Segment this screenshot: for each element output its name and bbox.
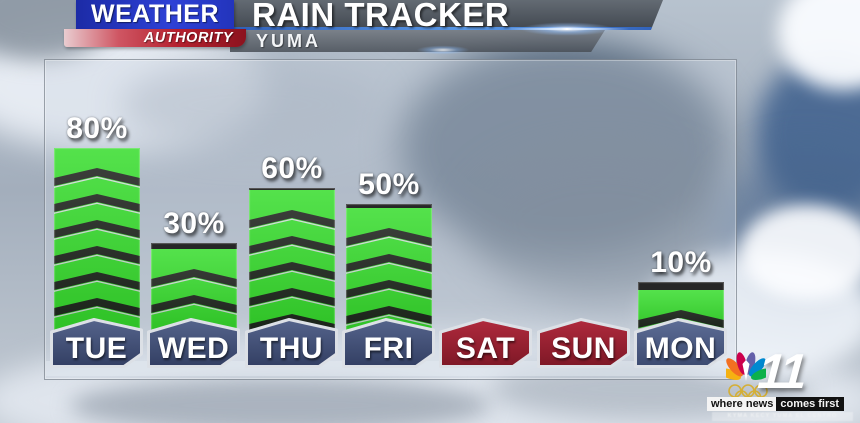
- lens-flare: [505, 20, 629, 38]
- rain-percent-wed: 30%: [163, 207, 225, 240]
- day-label-tue: TUE: [65, 332, 128, 365]
- logo-weather-box: WEATHER: [76, 0, 234, 29]
- tagline-left: where news: [707, 397, 777, 411]
- day-tile-mon: [634, 318, 727, 368]
- day-label-fri: FRI: [363, 332, 414, 365]
- day-tile-tue: [50, 318, 143, 368]
- day-label-mon: MON: [644, 332, 717, 365]
- title-bar: [230, 0, 663, 30]
- location-label: YUMA: [256, 31, 321, 51]
- day-label-wed: WED: [157, 332, 230, 365]
- rain-percent-thu: 60%: [261, 152, 323, 185]
- tagline-right: comes first: [776, 397, 845, 411]
- day-tile-sun: [537, 318, 630, 368]
- day-tile-wed: [147, 318, 240, 368]
- day-label-thu: THU: [259, 332, 324, 365]
- day-tile-fri: [342, 318, 435, 368]
- logo-weather-label: WEATHER: [90, 0, 220, 28]
- day-tile-sat: [439, 318, 532, 368]
- cloud-blob: [120, 60, 380, 150]
- logo-authority-label: AUTHORITY: [143, 30, 233, 46]
- rain-percent-tue: 80%: [66, 112, 128, 145]
- day-label-sun: SUN: [551, 332, 616, 365]
- channel-number: 11: [756, 345, 807, 399]
- day-tile-thu: [245, 318, 338, 368]
- logo-authority-box: AUTHORITY: [64, 29, 246, 47]
- rain-percent-fri: 50%: [358, 168, 420, 201]
- rain-bar-thu: [248, 188, 335, 330]
- page-title: RAIN TRACKER: [252, 0, 510, 33]
- rain-bar-tue: [53, 148, 140, 330]
- lens-flare: [408, 44, 478, 56]
- cloud-blob: [740, 205, 860, 300]
- rain-bar-fri: [345, 204, 432, 330]
- station-fine-print: KYMA KECY YUMA EL CENTRO: [712, 412, 853, 421]
- day-label-sat: SAT: [455, 332, 516, 365]
- cloud-blob: [70, 378, 490, 423]
- rain-percent-mon: 10%: [650, 246, 712, 279]
- nbc-peacock-icon: [726, 352, 766, 381]
- rain-bar-wed: [150, 243, 237, 330]
- station-tagline: where news comes first: [707, 397, 845, 411]
